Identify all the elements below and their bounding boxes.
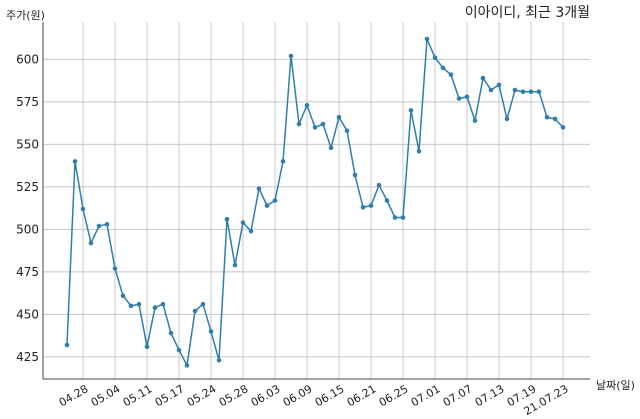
data-point (176, 347, 182, 353)
x-tick-label: 06.15 (313, 382, 347, 409)
data-point (456, 96, 462, 101)
data-point (168, 330, 174, 336)
data-point (512, 87, 518, 93)
data-point (64, 342, 70, 348)
chart-title: 이아이디, 최근 3개월 (465, 5, 590, 21)
x-axis-label: 날짜(일) (596, 378, 635, 392)
data-point (136, 301, 142, 307)
data-point (208, 329, 214, 334)
data-point (120, 293, 126, 299)
y-tick-label: 500 (16, 222, 39, 236)
data-point (248, 228, 254, 234)
data-point (96, 223, 102, 229)
data-point (224, 216, 230, 222)
y-tick-label: 550 (16, 137, 39, 151)
data-point (480, 75, 486, 81)
x-tick-label: 05.28 (217, 382, 251, 409)
data-point (184, 363, 190, 368)
data-point (544, 114, 550, 120)
data-point (256, 186, 262, 191)
data-point (488, 87, 494, 93)
y-tick-label: 575 (16, 95, 39, 109)
x-tick-label: 07.07 (441, 382, 475, 409)
y-tick-label: 475 (16, 265, 39, 279)
x-tick-label: 07.01 (409, 382, 443, 409)
data-point (160, 301, 166, 307)
data-point (424, 36, 430, 42)
data-point (264, 203, 270, 208)
data-point (392, 215, 398, 220)
data-point (112, 266, 118, 271)
data-point (88, 240, 94, 246)
x-tick-label: 05.17 (153, 382, 187, 409)
data-point (360, 205, 366, 210)
data-point (464, 94, 470, 100)
x-tick-label: 05.11 (121, 382, 155, 409)
data-point (400, 215, 406, 220)
data-point (520, 89, 526, 94)
y-tick-label: 600 (16, 52, 39, 66)
y-tick-label: 525 (16, 180, 39, 194)
data-point (384, 198, 390, 203)
data-point (144, 344, 150, 350)
x-tick-label: 05.24 (185, 382, 219, 409)
x-tick-label: 06.21 (345, 382, 379, 409)
data-point (344, 128, 350, 134)
data-point (304, 103, 310, 108)
data-point (496, 82, 502, 88)
data-point (200, 301, 206, 307)
y-axis-label: 주가(원) (6, 9, 45, 22)
x-tick-label: 06.25 (377, 382, 411, 409)
data-point (128, 303, 134, 309)
data-point (288, 53, 294, 59)
x-tick-label: 04.28 (57, 382, 91, 409)
data-point (216, 358, 222, 363)
x-tick-label: 06.03 (249, 382, 283, 409)
data-point (560, 125, 566, 130)
axes (42, 22, 590, 380)
data-point (280, 159, 286, 164)
data-point (368, 203, 374, 208)
price-line (66, 38, 564, 368)
data-point (472, 118, 478, 123)
data-point (328, 145, 334, 151)
data-point (352, 172, 358, 178)
data-point (104, 222, 110, 227)
tick-labels: 42545047550052555057560004.2805.0405.110… (16, 52, 570, 418)
data-point (504, 116, 510, 122)
y-tick-label: 450 (16, 307, 39, 321)
data-point (528, 89, 534, 94)
y-tick-label: 425 (16, 350, 39, 364)
data-point (272, 198, 278, 203)
x-tick-label: 05.04 (89, 382, 123, 409)
series-layer (64, 36, 566, 368)
gridlines (43, 22, 590, 379)
data-point (192, 308, 198, 314)
data-point (240, 220, 246, 225)
data-point (448, 72, 454, 77)
data-point (536, 89, 542, 94)
data-point (336, 114, 342, 120)
data-point (232, 262, 238, 268)
data-point (80, 206, 86, 212)
data-point (440, 65, 446, 71)
data-point (296, 121, 302, 127)
data-point (312, 125, 318, 130)
data-point (408, 108, 414, 113)
data-point (416, 148, 422, 154)
data-point (152, 305, 158, 310)
data-point (552, 116, 558, 122)
x-tick-label: 06.09 (281, 382, 315, 409)
x-tick-label: 07.13 (473, 382, 507, 409)
data-point (376, 182, 382, 188)
data-point (432, 55, 438, 60)
data-point (72, 159, 78, 164)
data-point (320, 121, 326, 127)
